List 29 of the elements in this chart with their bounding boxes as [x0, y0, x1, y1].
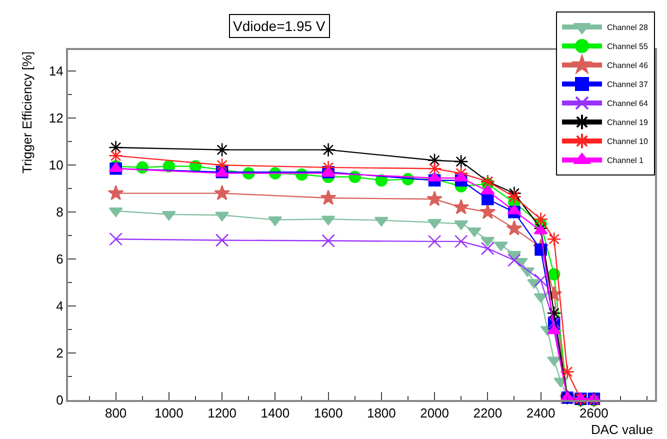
legend-label: Channel 46	[607, 61, 648, 70]
x-tick-label: 1000	[154, 406, 184, 421]
x-tick-label: 800	[104, 406, 127, 421]
x-tick-label: 1200	[208, 406, 237, 421]
y-tick-label: 14	[48, 64, 64, 79]
legend-label: Channel 37	[607, 80, 648, 90]
y-tick-label: 6	[56, 252, 64, 267]
x-tick-label: 1400	[260, 406, 290, 421]
y-tick-label: 2	[56, 346, 64, 361]
y-tick-label: 4	[56, 298, 64, 314]
y-axis-title: Trigger Efficiency [%]	[20, 51, 34, 174]
y-tick-label: 0	[56, 392, 64, 408]
x-tick-label: 2600	[579, 406, 608, 421]
x-tick-label: 1800	[366, 406, 396, 421]
legend-label: Channel 10	[607, 137, 648, 146]
legend-label: Channel 19	[607, 118, 648, 128]
y-tick-label: 10	[48, 158, 64, 173]
y-tick-label: 8	[56, 204, 64, 220]
x-tick-label: 2200	[473, 406, 502, 421]
x-tick-label: 1600	[314, 406, 343, 421]
y-tick-label: 12	[48, 110, 64, 126]
legend-label: Channel 1	[607, 156, 644, 166]
x-tick-label: 2400	[526, 406, 556, 421]
legend-label: Channel 64	[607, 99, 648, 108]
x-tick-label: 2000	[420, 406, 449, 421]
legend-label: Channel 28	[607, 23, 648, 32]
x-axis-title: DAC value	[591, 422, 654, 437]
legend-label: Channel 55	[607, 42, 648, 52]
chart-title: Vdiode=1.95 V	[233, 18, 326, 34]
